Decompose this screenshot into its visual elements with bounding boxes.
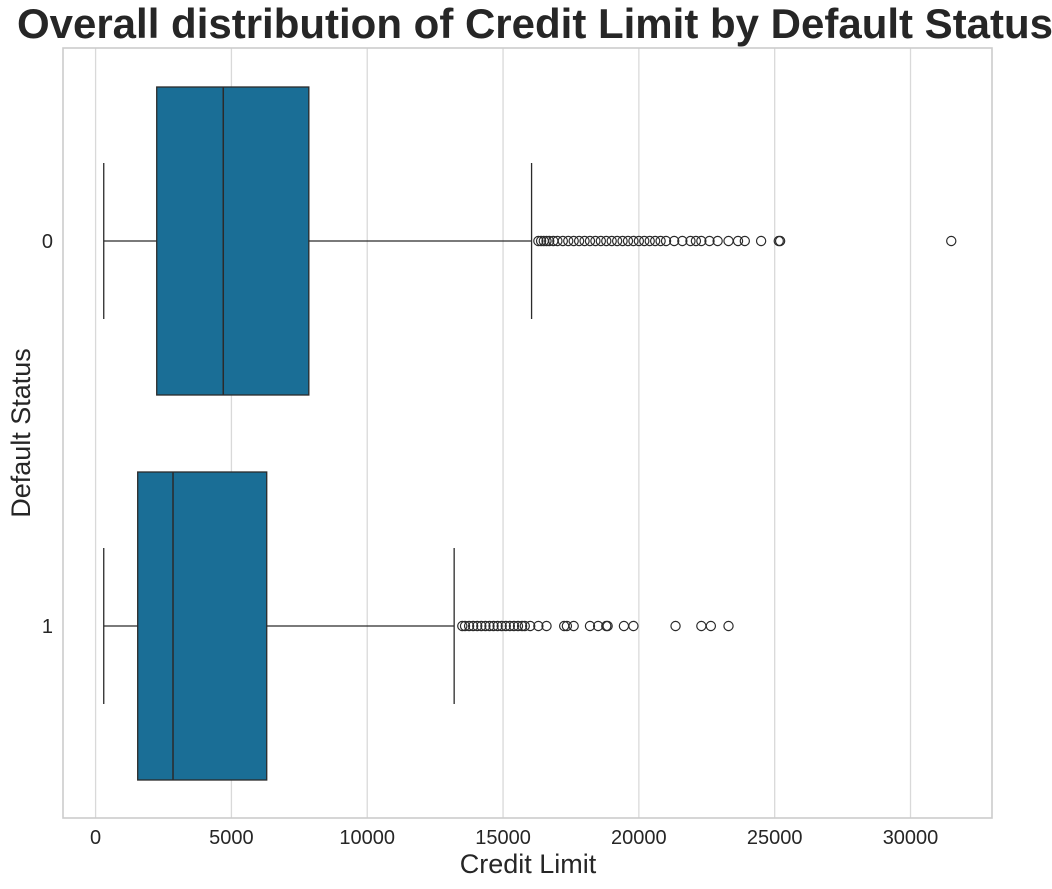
- outlier-point: [457, 620, 468, 632]
- plot-area: [103, 86, 957, 781]
- outlier-point: [500, 620, 511, 632]
- outlier-point: [516, 620, 528, 632]
- outlier-point: [601, 235, 612, 247]
- box-group-0: [103, 86, 957, 396]
- outlier-point: [628, 620, 639, 632]
- outlier-point: [504, 620, 516, 632]
- outlier-point: [492, 620, 503, 632]
- outlier-point: [639, 235, 650, 247]
- outlier-point: [584, 620, 596, 632]
- outlier-point: [668, 235, 680, 247]
- outlier-point: [480, 620, 491, 632]
- outlier-point: [705, 620, 717, 632]
- chart-title: Overall distribution of Credit Limit by …: [17, 0, 1052, 47]
- iqr-box: [137, 471, 268, 781]
- outlier-point: [459, 620, 471, 632]
- outlier-point: [655, 235, 666, 247]
- x-tick-label: 5000: [209, 827, 254, 849]
- x-tick-labels: 0 5000 10000 15000 20000 25000 30000: [90, 827, 938, 849]
- x-tick-label: 10000: [339, 827, 395, 849]
- outlier-point: [488, 620, 499, 632]
- outlier-point: [472, 620, 483, 632]
- outlier-point: [649, 235, 661, 247]
- outlier-point: [544, 235, 555, 247]
- outlier-point: [774, 235, 786, 247]
- outlier-point: [732, 235, 744, 247]
- iqr-box: [156, 86, 310, 396]
- outlier-point: [685, 235, 696, 247]
- outlier-point: [552, 235, 563, 247]
- outlier-point: [533, 620, 544, 632]
- outlier-point: [677, 235, 688, 247]
- outlier-point: [723, 620, 734, 632]
- outlier-point: [484, 620, 495, 632]
- y-tick-label: 1: [42, 616, 53, 638]
- x-tick-label: 15000: [475, 827, 531, 849]
- outlier-point: [533, 235, 544, 247]
- outlier-point: [595, 235, 607, 247]
- x-axis-label: Credit Limit: [460, 849, 597, 879]
- x-tick-label: 30000: [883, 827, 939, 849]
- outlier-point: [557, 235, 569, 247]
- outlier-point: [696, 235, 707, 247]
- outlier-point: [696, 620, 707, 632]
- box-group-1: [103, 471, 734, 781]
- outlier-point: [617, 235, 628, 247]
- outlier-point: [525, 620, 536, 632]
- outlier-point: [622, 235, 634, 247]
- outlier-point: [563, 235, 574, 247]
- outlier-point: [644, 235, 655, 247]
- outlier-point: [618, 620, 630, 632]
- outlier-point: [946, 235, 957, 247]
- outlier-point: [568, 620, 579, 632]
- outlier-point: [512, 620, 524, 632]
- x-tick-label: 0: [90, 827, 101, 849]
- plot-frame: [62, 47, 993, 819]
- outlier-point: [723, 235, 734, 247]
- outlier-point: [690, 235, 702, 247]
- outlier-point: [463, 620, 475, 632]
- outlier-point: [739, 235, 751, 247]
- x-tick-label: 25000: [747, 827, 803, 849]
- outlier-point: [467, 620, 479, 632]
- outlier-point: [584, 235, 596, 247]
- y-axis-label: Default Status: [6, 348, 36, 518]
- outlier-point: [755, 235, 767, 247]
- outlier-point: [541, 235, 552, 247]
- outlier-point: [606, 235, 617, 247]
- outlier-point: [660, 235, 672, 247]
- outlier-point: [590, 235, 601, 247]
- y-tick-labels: 01: [42, 231, 53, 638]
- outlier-point: [561, 620, 573, 632]
- x-tick-label: 20000: [611, 827, 667, 849]
- outlier-point: [633, 235, 645, 247]
- outlier-point: [568, 235, 579, 247]
- outlier-point: [611, 235, 623, 247]
- outlier-point: [704, 235, 715, 247]
- outlier-point: [541, 620, 552, 632]
- outlier-point: [535, 235, 547, 247]
- outlier-point: [476, 620, 487, 632]
- outlier-point: [519, 620, 530, 632]
- outlier-point: [670, 620, 681, 632]
- outlier-point: [573, 235, 585, 247]
- y-tick-label: 0: [42, 231, 53, 253]
- outlier-point: [628, 235, 639, 247]
- outlier-point: [712, 235, 723, 247]
- outlier-point: [496, 620, 507, 632]
- outlier-point: [602, 620, 613, 632]
- outlier-point: [579, 235, 590, 247]
- outlier-point: [508, 620, 520, 632]
